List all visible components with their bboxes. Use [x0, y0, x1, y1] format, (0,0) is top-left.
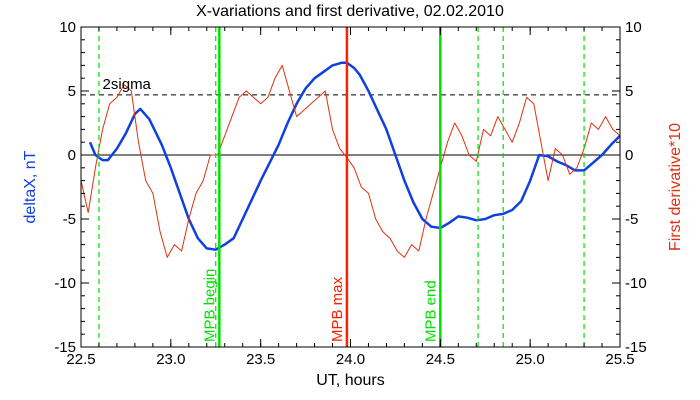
marker-label: MPB begin [201, 269, 218, 342]
y-tick-label-left: 0 [68, 147, 76, 164]
marker-label: MPB end [422, 280, 439, 342]
y-tick-label-right: 5 [625, 83, 633, 100]
x-tick-label: 22.5 [66, 351, 95, 368]
marker-label: MPB max [329, 276, 346, 342]
chart-title: X-variations and first derivative, 02.02… [196, 3, 504, 20]
x-tick-label: 23.5 [246, 351, 275, 368]
series-line-deltax [88, 61, 621, 251]
y-tick-label-right: 10 [625, 19, 642, 36]
plot-frame [80, 26, 621, 348]
y-tick-label-left: -5 [63, 211, 76, 228]
x-tick-label: 25.0 [516, 351, 545, 368]
reference-lines [81, 94, 620, 156]
y-tick-label-right: 0 [625, 147, 633, 164]
x-tick-label: 23.0 [156, 351, 185, 368]
data-series [80, 61, 621, 258]
y-tick-label-left: 10 [59, 19, 76, 36]
x-axis-label: UT, hours [316, 372, 384, 389]
y-axis-left-label: deltaX, nT [22, 150, 39, 223]
x-tick-label: 24.0 [336, 351, 365, 368]
x-tick-label: 24.5 [426, 351, 455, 368]
y-tick-label-right: -5 [625, 211, 638, 228]
y-axis-right-label: First derivative*10 [667, 123, 684, 251]
y-tick-label-left: -10 [54, 275, 76, 292]
vertical-markers: MPB begin MPB max MPB end [98, 27, 585, 347]
y-tick-label-left: -15 [54, 339, 76, 356]
series-line-derivative [80, 64, 621, 258]
y-tick-label-right: -15 [625, 339, 647, 356]
threshold-label: 2sigma [103, 76, 152, 93]
x-tick-label: 25.5 [605, 351, 634, 368]
y-tick-label-left: 5 [68, 83, 76, 100]
y-tick-label-right: -10 [625, 275, 647, 292]
axis-ticks: 22.5 23.0 23.5 24.0 24.5 25.0 25.5 10 10 5 5 0 0 -5 -5… [54, 19, 646, 368]
